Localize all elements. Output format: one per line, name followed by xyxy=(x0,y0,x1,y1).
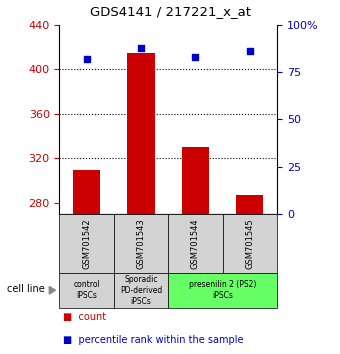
Point xyxy=(193,54,198,60)
Bar xyxy=(182,147,209,214)
Text: GSM701542: GSM701542 xyxy=(82,218,91,269)
Point xyxy=(247,48,253,54)
Text: GDS4141 / 217221_x_at: GDS4141 / 217221_x_at xyxy=(89,5,251,18)
Text: control
IPSCs: control IPSCs xyxy=(73,280,100,300)
Point xyxy=(84,56,89,62)
Bar xyxy=(128,53,155,214)
Text: ■  percentile rank within the sample: ■ percentile rank within the sample xyxy=(63,335,243,344)
Bar xyxy=(236,195,264,214)
Text: GSM701543: GSM701543 xyxy=(137,218,146,269)
Text: GSM701544: GSM701544 xyxy=(191,218,200,269)
Text: presenilin 2 (PS2)
iPSCs: presenilin 2 (PS2) iPSCs xyxy=(189,280,256,300)
Bar xyxy=(73,170,100,214)
Text: GSM701545: GSM701545 xyxy=(245,218,254,269)
Point xyxy=(138,45,144,50)
Text: Sporadic
PD-derived
iPSCs: Sporadic PD-derived iPSCs xyxy=(120,275,162,306)
Text: cell line: cell line xyxy=(7,284,45,293)
Text: ■  count: ■ count xyxy=(63,312,106,321)
